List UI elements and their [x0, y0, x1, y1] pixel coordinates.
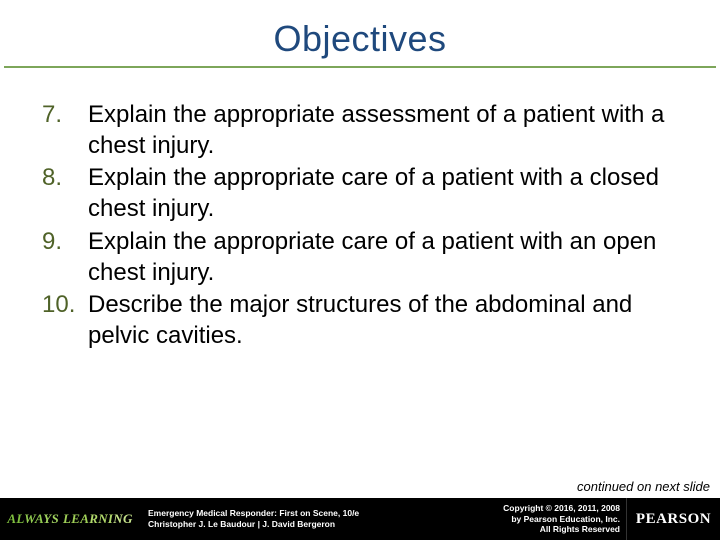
objective-text: Describe the major structures of the abd… [88, 290, 678, 351]
list-item: 10. Describe the major structures of the… [42, 290, 678, 351]
objective-text: Explain the appropriate care of a patien… [88, 163, 678, 224]
list-item: 9. Explain the appropriate care of a pat… [42, 227, 678, 288]
objective-number: 8. [42, 163, 88, 224]
title-underline [4, 66, 716, 68]
footer-bar: ALWAYSLEARNING Emergency Medical Respond… [0, 498, 720, 540]
book-title: Emergency Medical Responder: First on Sc… [148, 508, 503, 519]
slide-body: 7. Explain the appropriate assessment of… [0, 72, 720, 540]
book-credit: Emergency Medical Responder: First on Sc… [140, 508, 503, 529]
list-item: 7. Explain the appropriate assessment of… [42, 100, 678, 161]
copyright-block: Copyright © 2016, 2011, 2008 by Pearson … [503, 503, 626, 535]
pearson-logo: PEARSON [626, 498, 720, 540]
copyright-line: by Pearson Education, Inc. [503, 514, 620, 525]
objective-number: 9. [42, 227, 88, 288]
objectives-list: 7. Explain the appropriate assessment of… [42, 100, 678, 352]
objective-text: Explain the appropriate care of a patien… [88, 227, 678, 288]
slide: Objectives 7. Explain the appropriate as… [0, 0, 720, 540]
always-learning-logo: ALWAYSLEARNING [0, 498, 140, 540]
objective-text: Explain the appropriate assessment of a … [88, 100, 678, 161]
list-item: 8. Explain the appropriate care of a pat… [42, 163, 678, 224]
copyright-line: All Rights Reserved [503, 524, 620, 535]
slide-title: Objectives [0, 18, 720, 60]
copyright-line: Copyright © 2016, 2011, 2008 [503, 503, 620, 514]
book-authors: Christopher J. Le Baudour | J. David Ber… [148, 519, 503, 530]
objective-number: 10. [42, 290, 88, 351]
objective-number: 7. [42, 100, 88, 161]
title-block: Objectives [0, 0, 720, 72]
continued-note: continued on next slide [577, 479, 710, 494]
